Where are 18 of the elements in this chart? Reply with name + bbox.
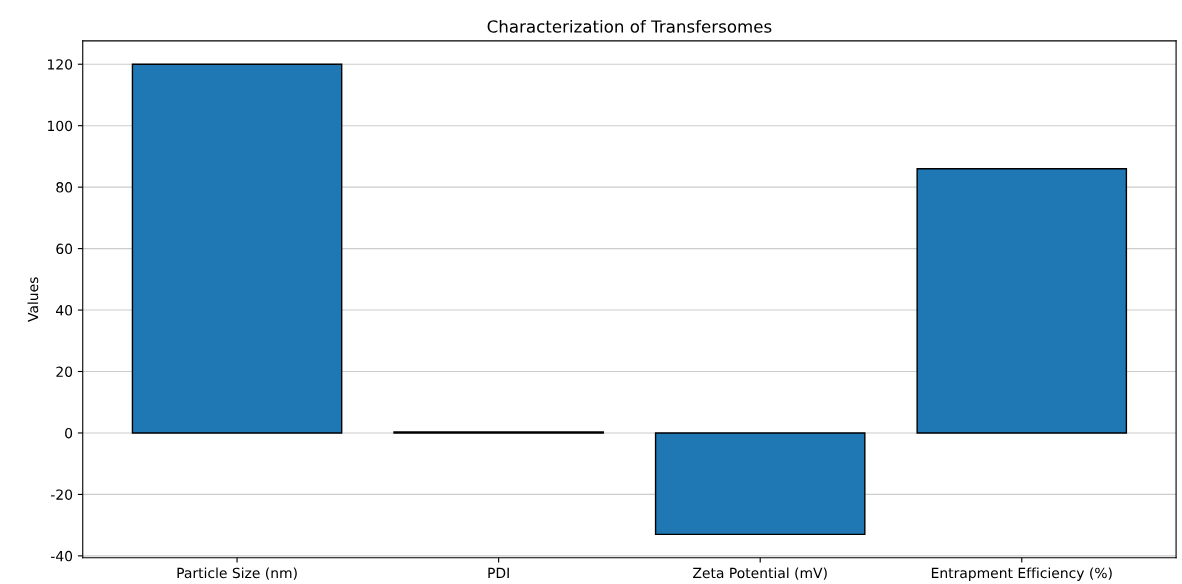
bar: [131, 63, 343, 434]
x-tick-label: PDI: [488, 567, 509, 578]
y-tick-label: 40: [56, 305, 73, 316]
x-tick-label: Zeta Potential (mV): [693, 567, 827, 580]
y-tick-label: 20: [56, 366, 73, 377]
chart-title: Characterization of Transfersomes: [487, 19, 772, 33]
y-tick-label: 60: [56, 243, 73, 255]
bar: [654, 432, 866, 536]
x-tick-label: Entrapment Efficiency (%): [931, 567, 1112, 581]
bar: [916, 168, 1128, 434]
y-tick-label: 120: [48, 59, 73, 70]
y-tick-label: 80: [56, 182, 73, 193]
y-tick-label: 100: [48, 120, 73, 132]
y-tick-label: 0: [65, 427, 73, 439]
y-axis-title: Values: [27, 277, 39, 322]
y-tick-label: -40: [51, 550, 73, 562]
y-tick-label: -20: [51, 489, 73, 500]
x-tick-label: Particle Size (nm): [177, 567, 297, 580]
